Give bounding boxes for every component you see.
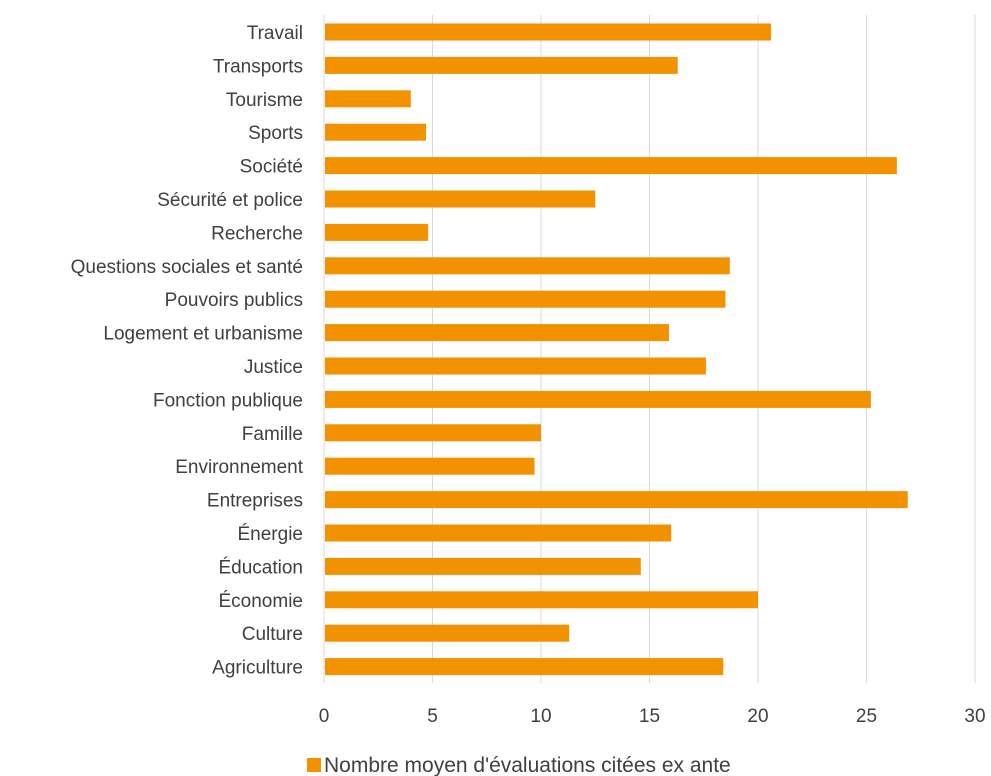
bar [325,658,724,676]
category-label: Justice [244,357,303,378]
category-label: Questions sociales et santé [71,257,303,278]
category-label: Société [240,157,303,178]
bar [325,324,670,342]
x-tick-label: 30 [964,706,985,727]
bar [325,390,871,408]
category-label: Tourisme [226,90,303,111]
bar [325,424,541,442]
legend-label: Nombre moyen d'évaluations citées ex ant… [324,754,731,776]
bar [325,624,570,642]
category-label: Sécurité et police [157,190,303,211]
bar [325,123,426,141]
category-labels: Travail Transports Tourisme Sports Société Sé… [71,23,304,679]
x-tick-label: 0 [319,706,330,727]
category-label: Éducation [218,557,303,578]
bar [325,56,678,74]
bar [325,457,535,475]
legend-swatch [307,758,321,772]
x-tick-label: 25 [856,706,877,727]
category-label: Logement et urbanisme [103,324,303,345]
bar [325,23,772,41]
bar [325,524,672,542]
category-label: Énergie [238,524,304,545]
category-label: Agriculture [212,658,303,679]
category-label: Environnement [175,457,304,478]
bar [325,257,730,275]
legend: Nombre moyen d'évaluations citées ex ant… [307,754,731,776]
category-label: Pouvoirs publics [165,290,303,311]
x-tick-label: 20 [747,706,768,727]
bars [325,23,908,676]
x-tick-label: 5 [427,706,438,727]
category-label: Économie [219,591,304,612]
x-tick-labels: 0 5 10 15 20 25 30 [319,706,986,727]
bar [325,357,706,375]
bar [325,491,908,509]
bar [325,290,726,308]
bar [325,591,758,609]
bar [325,190,596,208]
gridlines [323,15,976,683]
category-label: Famille [242,424,303,445]
bar [325,90,411,108]
x-tick-label: 15 [639,706,660,727]
category-label: Travail [247,23,303,44]
category-label: Culture [242,624,303,645]
category-label: Transports [213,56,303,77]
category-label: Sports [248,123,303,144]
category-label: Recherche [211,223,303,244]
bar [325,557,641,575]
category-label: Entreprises [207,491,303,512]
bar [325,157,897,175]
category-label: Fonction publique [153,390,303,411]
bar [325,223,429,241]
x-tick-label: 10 [530,706,551,727]
